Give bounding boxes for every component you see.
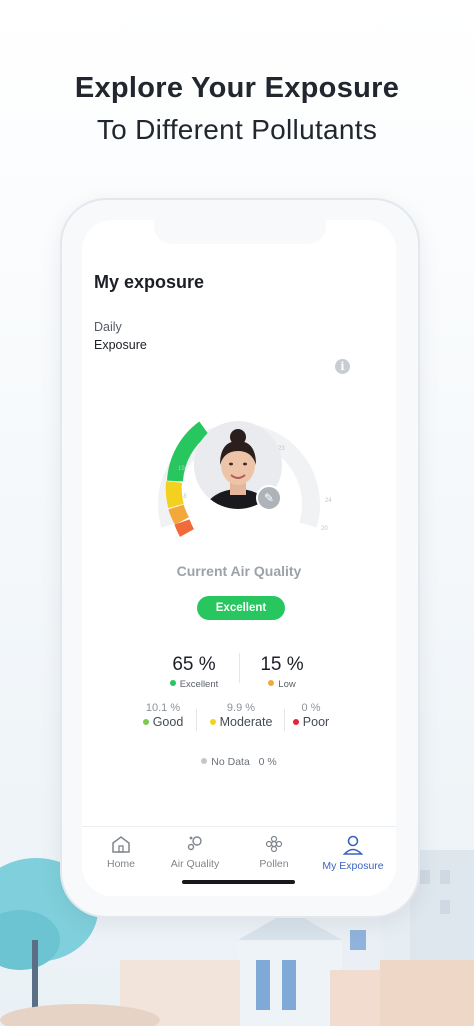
avatar: [194, 421, 282, 509]
headline-subtitle: To Different Pollutants: [96, 114, 378, 145]
legend-dot-excellent: [169, 680, 176, 686]
stat-value: 0 %: [301, 702, 321, 714]
air-quality-badge: Excellent: [197, 596, 285, 620]
info-icon[interactable]: i: [335, 359, 350, 374]
user-icon: [343, 835, 363, 855]
app-screen: My exposure Daily Exposure i 21 22 23 24…: [82, 220, 396, 896]
air-quality-label: Current Air Quality: [176, 563, 302, 579]
edit-avatar-icon[interactable]: ✎: [256, 485, 282, 511]
stat-label: Poor: [302, 715, 330, 729]
tab-bar: Home Air Quality Pollen My Exposure: [82, 826, 396, 896]
city-illustration: [0, 820, 474, 1026]
stat-low: 15 % Low: [242, 654, 322, 690]
no-data-label: No Data: [211, 756, 250, 768]
stat-value: 10.1 %: [145, 702, 181, 714]
stat-poor: 0 % Poor: [286, 702, 336, 729]
stat-value: 15 %: [260, 654, 304, 675]
stat-value: 9.9 %: [226, 702, 256, 714]
gauge-tick-label: 24: [325, 498, 332, 504]
tab-label: Home: [106, 858, 135, 870]
stat-value: 65 %: [172, 654, 216, 675]
gauge-tick-label: 23: [278, 446, 285, 452]
gauge-segment-low: [168, 504, 190, 525]
divider: [196, 709, 197, 731]
stat-label: Moderate: [219, 715, 273, 729]
gauge-segment-moderate: [165, 481, 184, 509]
gauge-tick-label: 20: [321, 526, 328, 532]
metric-selector[interactable]: Exposure: [94, 338, 147, 352]
phone-frame: My exposure Daily Exposure i 21 22 23 24…: [60, 198, 420, 918]
gauge-tick-label: 19: [178, 466, 185, 472]
divider: [239, 653, 240, 683]
tab-pollen[interactable]: Pollen: [235, 835, 313, 870]
air-quality-icon: [187, 836, 202, 851]
stat-good: 10.1 % Good: [132, 702, 194, 729]
stat-excellent: 65 % Excellent: [154, 654, 234, 690]
tab-home[interactable]: Home: [82, 835, 160, 870]
legend-dot-low: [268, 680, 275, 686]
tab-label: Air Quality: [170, 858, 220, 870]
legend-dot-poor: [292, 719, 299, 725]
no-data-stat: No Data 0 %: [82, 756, 396, 768]
tab-my-exposure[interactable]: My Exposure: [310, 835, 396, 872]
gauge-segment-poor: [174, 519, 195, 537]
legend-dot-good: [142, 719, 149, 725]
home-icon: [112, 836, 130, 853]
tab-air-quality[interactable]: Air Quality: [156, 835, 234, 870]
page-title: My exposure: [94, 272, 205, 292]
legend-dot-no-data: [201, 758, 208, 764]
stat-label: Good: [152, 715, 184, 729]
stat-label: Low: [278, 679, 296, 690]
stat-moderate: 9.9 % Moderate: [198, 702, 284, 729]
phone-notch: [154, 220, 326, 244]
no-data-value: 0 %: [258, 756, 277, 768]
tab-label: Pollen: [259, 858, 289, 870]
period-selector[interactable]: Daily: [94, 320, 122, 334]
tab-label: My Exposure: [322, 860, 384, 872]
home-indicator[interactable]: [182, 880, 295, 884]
headline-title: Explore Your Exposure: [74, 72, 400, 104]
gauge-tick-label: 18: [180, 494, 187, 500]
stat-label: Excellent: [179, 679, 219, 690]
pollen-icon: [265, 835, 283, 853]
divider: [284, 709, 285, 731]
legend-dot-moderate: [209, 719, 216, 725]
gauge-segment-excellent: [167, 421, 209, 482]
